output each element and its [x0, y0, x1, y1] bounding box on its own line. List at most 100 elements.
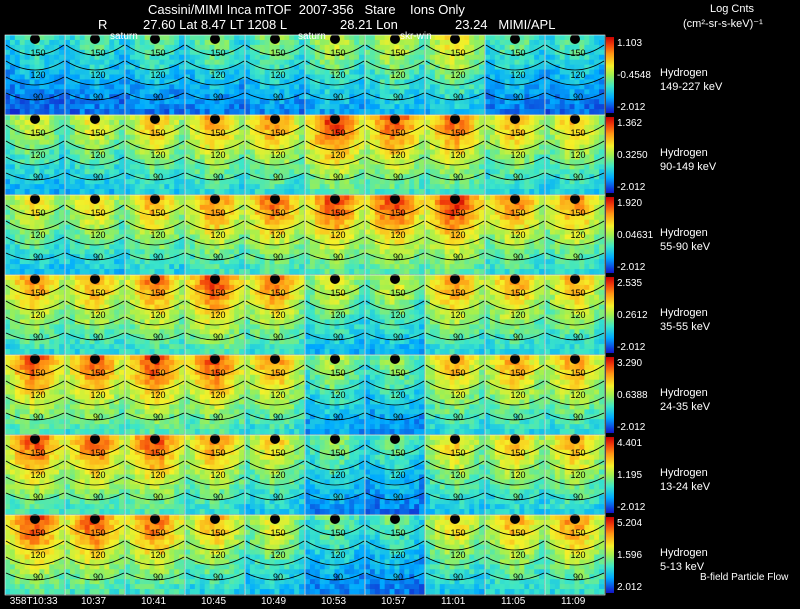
heatmap-cell: [154, 159, 160, 165]
heatmap-cell: [404, 115, 410, 121]
heatmap-cell: [14, 89, 21, 95]
contour-label: 150: [330, 48, 345, 58]
heatmap-cell: [294, 119, 300, 126]
heatmap-cell: [294, 134, 300, 141]
heatmap-cell: [554, 54, 561, 61]
heatmap-cell: [129, 204, 136, 211]
heatmap-cell: [354, 64, 360, 70]
heatmap-cell: [259, 139, 266, 146]
heatmap-cell: [24, 189, 30, 195]
heatmap-cell: [89, 44, 95, 51]
heatmap-cell: [439, 179, 446, 185]
heatmap-cell: [494, 64, 501, 70]
heatmap-cell: [534, 189, 540, 195]
heatmap-cell: [314, 59, 321, 66]
heatmap-cell: [374, 49, 381, 56]
heatmap-cell: [104, 104, 110, 110]
heatmap-cell: [399, 184, 405, 190]
saturn-marker: [570, 34, 580, 44]
heatmap-cell: [104, 49, 110, 56]
heatmap-cell: [289, 84, 295, 90]
heatmap-cell: [269, 59, 275, 66]
heatmap-cell: [429, 184, 436, 190]
heatmap-cell: [299, 134, 305, 141]
heatmap-cell: [249, 234, 256, 240]
heatmap-cell: [189, 195, 196, 201]
heatmap-cell: [485, 69, 491, 75]
heatmap-cell: [234, 239, 240, 245]
heatmap-cell: [99, 264, 105, 270]
heatmap-cell: [39, 204, 45, 211]
heatmap-cell: [514, 139, 520, 146]
heatmap-cell: [185, 169, 191, 175]
heatmap-cell: [559, 39, 566, 46]
heatmap-cell: [599, 109, 605, 115]
heatmap-cell: [434, 189, 441, 195]
heatmap-cell: [5, 179, 11, 185]
heatmap-cell: [489, 189, 496, 195]
heatmap-cell: [185, 269, 191, 275]
heatmap-cell: [179, 224, 185, 230]
heatmap-cell: [579, 104, 585, 110]
heatmap-cell: [594, 109, 600, 115]
heatmap-cell: [319, 69, 326, 75]
heatmap-cell: [319, 49, 326, 56]
heatmap-cell: [134, 259, 141, 265]
heatmap-cell: [29, 229, 35, 235]
heatmap-cell: [324, 179, 330, 185]
heatmap-cell: [204, 209, 210, 216]
heatmap-cell: [444, 94, 450, 100]
heatmap-cell: [34, 139, 40, 146]
heatmap-cell: [429, 169, 436, 175]
heatmap-cell: [99, 59, 105, 66]
heatmap-cell: [104, 159, 110, 165]
heatmap-cell: [185, 134, 191, 141]
heatmap-cell: [299, 84, 305, 90]
heatmap-cell: [594, 164, 600, 170]
heatmap-cell: [259, 104, 266, 110]
heatmap-cell: [19, 59, 26, 66]
heatmap-cell: [254, 164, 261, 170]
heatmap-cell: [524, 164, 530, 170]
heatmap-cell: [489, 74, 496, 80]
heatmap-cell: [379, 74, 386, 80]
heatmap-cell: [279, 239, 285, 245]
heatmap-cell: [499, 104, 506, 110]
heatmap-cell: [134, 244, 141, 250]
heatmap-cell: [194, 164, 201, 170]
heatmap-cell: [59, 244, 65, 250]
heatmap-cell: [599, 35, 605, 41]
heatmap-cell: [499, 159, 506, 165]
heatmap-cell: [234, 259, 240, 265]
heatmap-cell: [84, 195, 90, 201]
heatmap-cell: [144, 244, 150, 250]
heatmap-cell: [194, 139, 201, 146]
heatmap-cell: [419, 129, 425, 136]
heatmap-cell: [494, 44, 501, 51]
heatmap-cell: [279, 159, 285, 165]
heatmap-cell: [489, 139, 496, 146]
heatmap-cell: [74, 59, 81, 66]
heatmap-cell: [194, 199, 201, 206]
heatmap-cell: [339, 129, 345, 136]
heatmap-cell: [284, 54, 290, 61]
heatmap-cell: [514, 59, 520, 66]
heatmap-cell: [219, 189, 225, 195]
heatmap-cell: [559, 159, 566, 165]
heatmap-cell: [89, 244, 95, 250]
heatmap-cell: [24, 164, 30, 170]
heatmap-cell: [499, 189, 506, 195]
heatmap-cell: [449, 94, 455, 100]
heatmap-cell: [249, 219, 256, 226]
heatmap-cell: [24, 94, 30, 100]
heatmap-cell: [119, 149, 125, 155]
heatmap-cell: [104, 195, 110, 201]
heatmap-cell: [179, 144, 185, 150]
heatmap-cell: [54, 259, 60, 265]
heatmap-cell: [299, 124, 305, 131]
heatmap-cell: [94, 79, 100, 85]
heatmap-cell: [49, 269, 55, 275]
heatmap-cell: [104, 74, 110, 80]
heatmap-cell: [114, 124, 120, 131]
heatmap-cell: [125, 164, 131, 170]
